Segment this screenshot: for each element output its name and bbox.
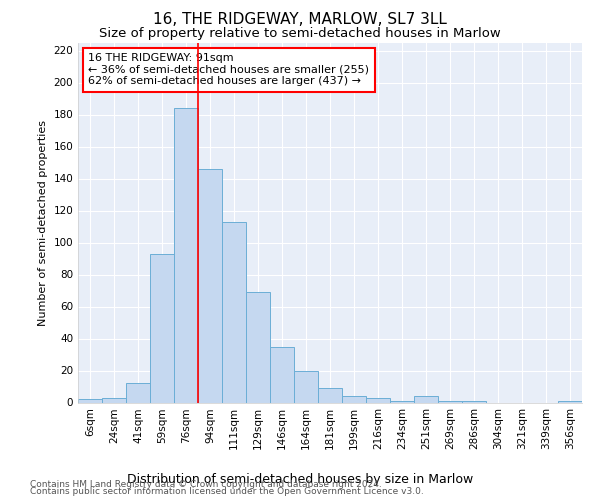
Text: 16 THE RIDGEWAY: 91sqm
← 36% of semi-detached houses are smaller (255)
62% of se: 16 THE RIDGEWAY: 91sqm ← 36% of semi-det… [88,54,369,86]
Text: Size of property relative to semi-detached houses in Marlow: Size of property relative to semi-detach… [99,28,501,40]
Bar [294,370,318,402]
Bar [438,401,462,402]
Bar [390,401,414,402]
Text: Distribution of semi-detached houses by size in Marlow: Distribution of semi-detached houses by … [127,472,473,486]
Text: Contains HM Land Registry data © Crown copyright and database right 2024.: Contains HM Land Registry data © Crown c… [30,480,382,489]
Bar [366,398,390,402]
Bar [318,388,342,402]
Bar [558,401,582,402]
Bar [246,292,270,403]
Bar [342,396,366,402]
Bar [414,396,438,402]
Bar [270,346,294,403]
Y-axis label: Number of semi-detached properties: Number of semi-detached properties [38,120,48,326]
Bar [150,254,174,402]
Bar [462,401,486,402]
Text: Contains public sector information licensed under the Open Government Licence v3: Contains public sector information licen… [30,488,424,496]
Bar [102,398,126,402]
Bar [174,108,198,403]
Bar [78,400,102,402]
Bar [222,222,246,402]
Bar [126,384,150,402]
Bar [198,169,222,402]
Text: 16, THE RIDGEWAY, MARLOW, SL7 3LL: 16, THE RIDGEWAY, MARLOW, SL7 3LL [153,12,447,28]
